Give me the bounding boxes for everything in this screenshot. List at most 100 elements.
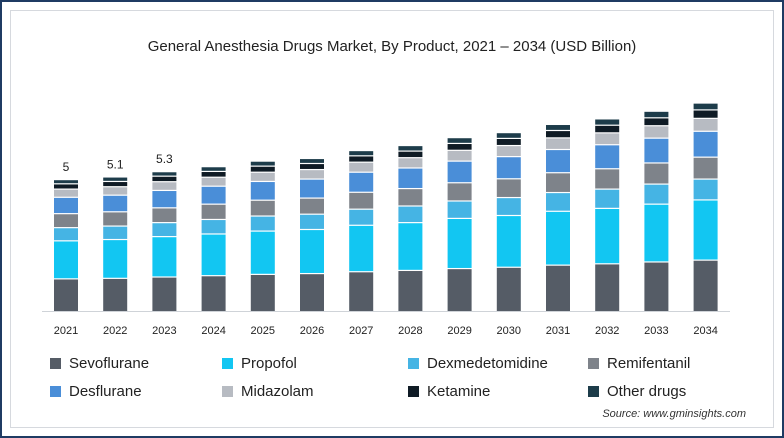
bar-segment-desflurane-2025	[250, 182, 275, 200]
bar-segment-ketamine-2029	[447, 144, 472, 150]
bar-segment-desflurane-2022	[103, 195, 128, 212]
bar-segment-ketamine-2026	[300, 164, 324, 169]
bar-segment-sevoflurane-2026	[300, 274, 324, 311]
x-tick-label-2027: 2027	[349, 325, 373, 337]
x-tick-label-2032: 2032	[595, 325, 619, 337]
bar-segment-desflurane-2033	[644, 138, 669, 163]
legend-swatch	[588, 357, 599, 369]
bar-segment-other-drugs-2027	[349, 151, 374, 156]
bar-segment-midazolam-2025	[250, 172, 275, 181]
bar-segment-midazolam-2032	[595, 133, 620, 145]
bar-segment-desflurane-2029	[447, 161, 472, 183]
bar-segment-dexmedetomidine-2033	[644, 184, 669, 204]
x-tick-label-2022: 2022	[103, 325, 127, 337]
bar-segment-ketamine-2027	[349, 156, 374, 162]
bar-segment-dexmedetomidine-2028	[398, 206, 423, 223]
legend-swatch	[222, 385, 233, 397]
bar-segment-desflurane-2028	[398, 168, 423, 188]
bar-segment-sevoflurane-2022	[103, 278, 128, 311]
bar-segment-propofol-2025	[250, 231, 275, 274]
bar-segment-propofol-2034	[693, 200, 718, 260]
bar-segment-remifentanil-2030	[496, 179, 521, 197]
bar-segment-sevoflurane-2032	[595, 264, 620, 311]
bar-segment-dexmedetomidine-2029	[447, 201, 472, 218]
bar-segment-remifentanil-2031	[546, 173, 570, 192]
bar-segment-sevoflurane-2024	[201, 276, 226, 311]
data-label-2023: 5.3	[156, 152, 173, 166]
bar-segment-desflurane-2032	[595, 145, 620, 169]
bar-segment-midazolam-2034	[693, 118, 718, 131]
legend-label: Desflurane	[69, 382, 142, 400]
bar-segment-propofol-2030	[496, 216, 521, 267]
bar-segment-dexmedetomidine-2026	[300, 214, 324, 229]
bar-segment-remifentanil-2024	[201, 204, 226, 219]
x-tick-label-2031: 2031	[546, 325, 570, 337]
chart-title: General Anesthesia Drugs Market, By Prod…	[147, 38, 637, 55]
bar-segment-other-drugs-2026	[300, 159, 324, 163]
x-tick-label-2033: 2033	[644, 325, 668, 337]
bar-segment-remifentanil-2027	[349, 192, 374, 209]
bar-segment-ketamine-2033	[644, 118, 669, 126]
bar-segment-ketamine-2028	[398, 151, 423, 158]
bar-segment-propofol-2028	[398, 223, 423, 270]
bar-segment-dexmedetomidine-2034	[693, 179, 718, 200]
legend-item-other-drugs: Other drugs	[588, 380, 758, 402]
bar-segment-dexmedetomidine-2030	[496, 198, 521, 215]
bar-segment-ketamine-2024	[201, 172, 226, 177]
x-tick-label-2028: 2028	[398, 325, 422, 337]
legend-swatch	[50, 357, 61, 369]
bar-segment-remifentanil-2021	[54, 214, 78, 228]
x-tick-label-2034: 2034	[693, 325, 717, 337]
legend-swatch	[408, 385, 419, 397]
bar-segment-dexmedetomidine-2027	[349, 209, 374, 225]
source-note: Source: www.gminsights.com	[602, 408, 746, 420]
legend-label: Sevoflurane	[69, 354, 150, 372]
bar-segment-other-drugs-2030	[496, 133, 521, 138]
bar-segment-propofol-2032	[595, 208, 620, 264]
bar-segment-remifentanil-2023	[152, 208, 177, 223]
bar-segment-midazolam-2028	[398, 158, 423, 168]
bar-segment-remifentanil-2022	[103, 212, 128, 226]
bar-segment-dexmedetomidine-2021	[54, 228, 78, 241]
x-tick-label-2029: 2029	[447, 325, 471, 337]
x-tick-label-2024: 2024	[201, 325, 225, 337]
bar-segment-dexmedetomidine-2022	[103, 226, 128, 239]
legend-label: Remifentanil	[607, 354, 691, 372]
bar-segment-dexmedetomidine-2023	[152, 223, 177, 237]
bar-segment-sevoflurane-2027	[349, 272, 374, 311]
legend-item-remifentanil: Remifentanil	[588, 352, 758, 374]
bar-segment-ketamine-2022	[103, 182, 128, 187]
x-tick-label-2023: 2023	[152, 325, 176, 337]
bar-segment-midazolam-2021	[54, 189, 78, 197]
bar-segment-desflurane-2031	[546, 150, 570, 173]
bar-segment-desflurane-2034	[693, 131, 718, 157]
bar-segment-sevoflurane-2029	[447, 269, 472, 311]
bar-segment-midazolam-2033	[644, 126, 669, 138]
bar-segment-desflurane-2026	[300, 179, 324, 198]
legend-label: Ketamine	[427, 382, 491, 400]
bar-segment-propofol-2031	[546, 211, 570, 265]
bar-segment-desflurane-2030	[496, 157, 521, 179]
bar-segment-other-drugs-2029	[447, 138, 472, 143]
bar-segment-other-drugs-2022	[103, 177, 128, 181]
legend-swatch	[50, 385, 61, 397]
bar-segment-propofol-2021	[54, 241, 78, 279]
bar-segment-midazolam-2027	[349, 162, 374, 172]
legend-item-propofol: Propofol	[222, 352, 408, 374]
legend-item-dexmedetomidine: Dexmedetomidine	[408, 352, 588, 374]
bar-segment-desflurane-2021	[54, 197, 78, 214]
bar-segment-propofol-2023	[152, 237, 177, 277]
bar-segment-other-drugs-2028	[398, 146, 423, 151]
bar-segment-other-drugs-2025	[250, 161, 275, 166]
legend-label: Propofol	[241, 354, 297, 372]
bar-segment-remifentanil-2034	[693, 157, 718, 179]
inner-border	[10, 10, 774, 428]
bar-segment-ketamine-2031	[546, 131, 570, 138]
bar-segment-propofol-2026	[300, 230, 324, 273]
bar-segment-desflurane-2023	[152, 191, 177, 208]
legend-swatch	[408, 357, 419, 369]
bar-segment-ketamine-2034	[693, 110, 718, 118]
x-tick-label-2021: 2021	[54, 325, 78, 337]
